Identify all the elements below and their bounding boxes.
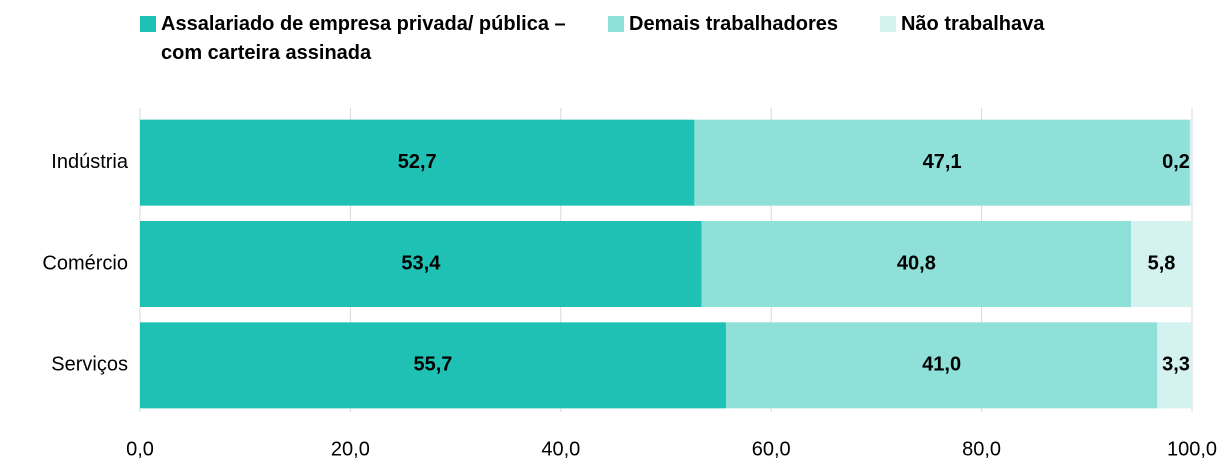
value-label: 3,3 [1162,354,1190,376]
bar-segment [701,221,1131,307]
value-label: 41,0 [922,354,961,376]
value-label: 0,2 [1162,151,1190,173]
legend-item: Demais trabalhadores [608,10,838,68]
bar-segment [1130,221,1192,307]
legend-label: Demais trabalhadores [629,13,838,35]
legend-swatch [879,16,896,32]
x-tick-label: 40,0 [541,438,580,460]
y-tick-label: Serviços [51,354,128,376]
value-label: 52,7 [398,151,437,173]
x-tick-label: 20,0 [331,438,370,460]
bar-segment [140,322,726,409]
bar-segment [140,221,702,307]
legend-swatch [608,16,624,32]
legend-item: Não trabalhava [879,10,1045,68]
legend-label: Assalariado de empresa privada/ pública … [161,13,566,64]
value-label: 5,8 [1148,252,1176,274]
bar-segment [694,119,1190,206]
value-label: 40,8 [897,252,936,274]
legend-label: Não trabalhava [900,13,1045,35]
x-tick-label: 80,0 [962,438,1001,460]
bar-segment [725,322,1158,409]
legend-swatch [140,16,156,32]
bar-segment [1189,119,1192,206]
x-tick-label: 100,0 [1167,438,1217,460]
value-label: 47,1 [923,151,962,173]
y-tick-label: Indústria [51,151,129,173]
legend-item: Assalariado de empresa privada/ pública … [140,10,566,68]
x-tick-label: 60,0 [752,438,791,460]
legend: Assalariado de empresa privada/ pública … [140,10,1086,68]
y-tick-label: Comércio [42,252,128,274]
value-label: 53,4 [401,252,441,274]
bar-segment [140,119,695,206]
bar-segment [1157,322,1192,409]
x-tick-label: 0,0 [126,438,154,460]
value-label: 55,7 [414,354,453,376]
